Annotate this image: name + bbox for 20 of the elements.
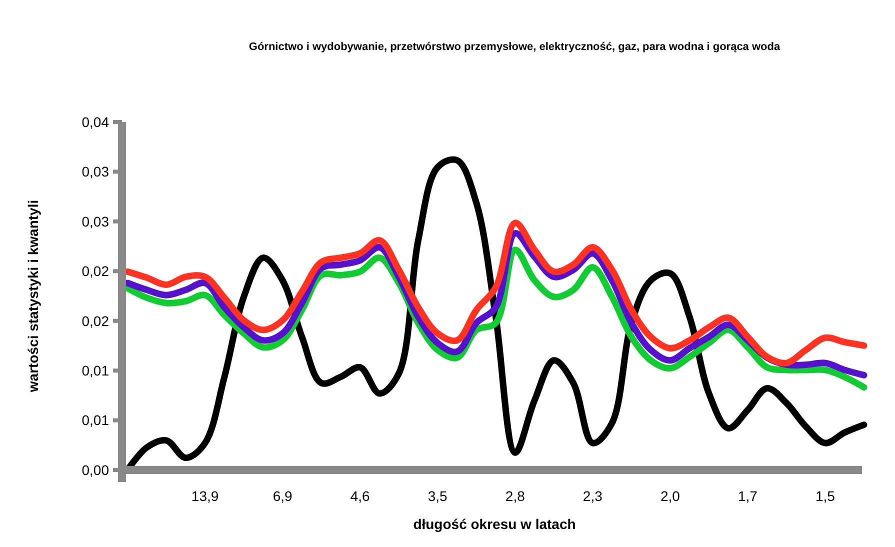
x-tick-label: 4,6 [350, 488, 370, 504]
x-tick-label: 2,3 [582, 488, 603, 504]
x-axis-title: długość okresu w latach [413, 516, 576, 532]
y-tick-label: 0,02 [82, 263, 110, 280]
y-tick-label: 0,02 [82, 312, 110, 329]
y-tick-label: 0,03 [82, 164, 110, 180]
y-tick-label: 0,03 [82, 213, 110, 230]
chart-title: Górnictwo i wydobywanie, przetwórstwo przemysłowe, elektryczność, gaz, para wodna i gorąca woda [248, 41, 781, 53]
x-tick-label: 3,5 [428, 488, 448, 504]
x-tick-label: 2,8 [505, 488, 526, 504]
x-tick-label: 2,0 [660, 488, 680, 504]
y-tick-label: 0,00 [82, 462, 110, 478]
y-tick-label: 0,01 [82, 362, 110, 378]
y-axis-title: wartości statystyki i kwantyli [25, 200, 41, 394]
y-tick-label: 0,04 [82, 114, 110, 130]
x-tick-label: 1,5 [816, 488, 836, 504]
x-tick-label: 6,9 [272, 488, 293, 504]
x-tick-label: 1,7 [738, 488, 758, 504]
x-tick-label: 13,9 [191, 488, 219, 504]
y-tick-label: 0,01 [82, 412, 110, 428]
